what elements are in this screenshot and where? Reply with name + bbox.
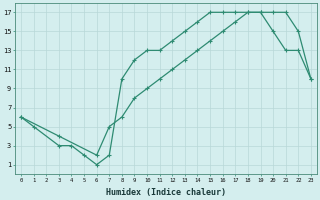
X-axis label: Humidex (Indice chaleur): Humidex (Indice chaleur) [106, 188, 226, 197]
